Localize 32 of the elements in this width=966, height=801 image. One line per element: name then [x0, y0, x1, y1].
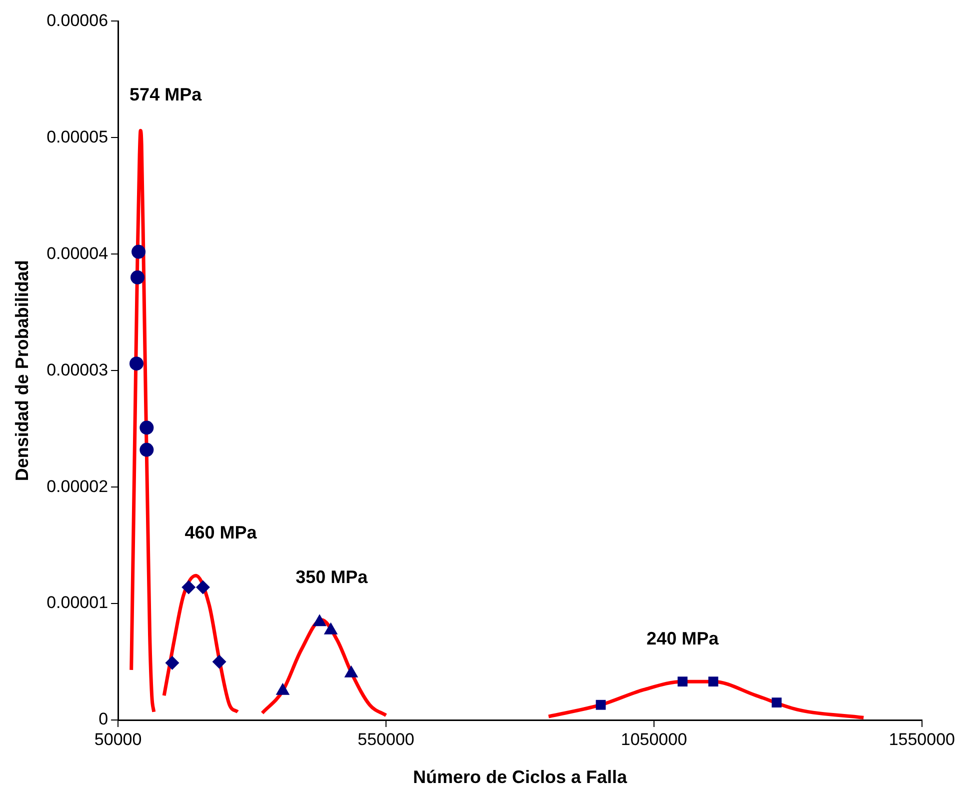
point [772, 698, 782, 708]
x-axis-title: Número de Ciclos a Falla [412, 767, 628, 788]
point [140, 420, 154, 435]
point [140, 442, 154, 457]
point [196, 580, 210, 594]
x-tick-label: 1550000 [888, 730, 956, 749]
point [130, 270, 145, 284]
x-tick-label: 1050000 [620, 730, 688, 749]
y-tick-label: 0.00004 [46, 244, 108, 263]
annotation: 240 MPa [646, 628, 720, 649]
y-tick-label: 0.00005 [46, 127, 108, 146]
point [165, 656, 180, 670]
point [596, 700, 606, 710]
point [182, 580, 196, 594]
x-tick-label: 50000 [94, 730, 142, 749]
y-axis-title: Densidad de Probabilidad [12, 260, 32, 482]
y-tick-label: 0.00002 [46, 476, 108, 496]
point [132, 244, 146, 259]
annotation: 460 MPa [184, 522, 258, 543]
annotation: 350 MPa [296, 566, 369, 587]
point [129, 356, 144, 371]
point [678, 676, 688, 687]
line-series [162, 574, 240, 714]
y-tick-label: 0.00001 [46, 593, 108, 612]
x-tick-label: 550000 [358, 730, 414, 749]
line-series [130, 128, 156, 714]
y-tick-label: 0.00006 [46, 10, 108, 30]
point [212, 654, 226, 669]
y-tick-label: 0.00003 [46, 360, 108, 380]
y-tick-label: 0 [98, 710, 108, 729]
point [708, 676, 718, 687]
annotation: 574 MPa [130, 84, 203, 105]
